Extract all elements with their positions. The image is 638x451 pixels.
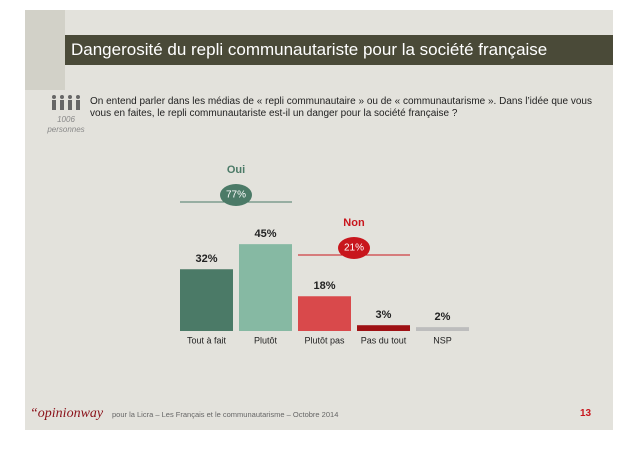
page-number: 13 [580, 408, 592, 419]
bar [298, 296, 351, 331]
value-label: 3% [376, 309, 392, 321]
bar [180, 269, 233, 331]
value-label: 18% [313, 280, 335, 292]
group-badge [220, 184, 252, 206]
group-badge [338, 237, 370, 259]
value-label: 2% [435, 311, 451, 323]
group-value: 21% [344, 243, 364, 254]
group-name: Non [343, 217, 365, 229]
sample-count: 1006 [57, 115, 75, 124]
bar [416, 327, 469, 331]
x-tick-label: Pas du tout [361, 335, 407, 345]
x-tick-label: Plutôt pas [304, 335, 345, 345]
value-label: 32% [195, 253, 217, 265]
slide-title: Dangerosité du repli communautariste pou… [65, 35, 613, 65]
group-name: Oui [227, 164, 245, 176]
side-band [25, 10, 65, 90]
question: On entend parler dans les médias de « re… [90, 96, 592, 119]
bar [239, 244, 292, 331]
x-tick-label: Tout à fait [187, 335, 227, 345]
source: pour la Licra – Les Français et le commu… [112, 410, 339, 419]
x-tick-label: NSP [433, 335, 452, 345]
sample-unit: personnes [47, 125, 85, 134]
people-icon [52, 95, 80, 110]
brand: “opinionway [30, 406, 104, 421]
slide [25, 10, 613, 430]
bar [357, 325, 410, 331]
group-value: 77% [226, 190, 246, 201]
x-tick-label: Plutôt [254, 335, 278, 345]
value-label: 45% [254, 228, 276, 240]
